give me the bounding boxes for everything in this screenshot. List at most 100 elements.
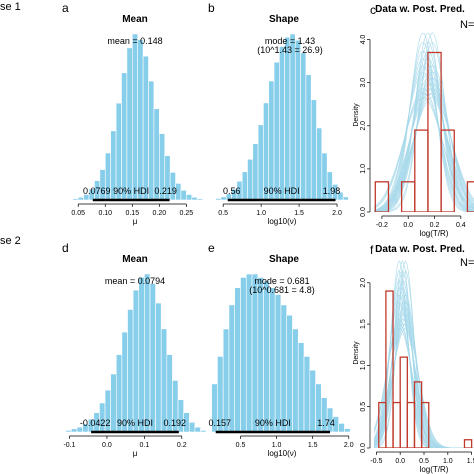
ytick-label-f-1: 0.5 (360, 402, 367, 412)
pred-curve-c-21 (374, 83, 474, 212)
data-bar-f-3 (399, 356, 408, 448)
xtick-label-a-3: 0.20 (153, 210, 167, 217)
bar-a-13 (142, 55, 149, 201)
pred-curve-c-27 (374, 92, 474, 211)
hdi-high-d: 0.192 (164, 418, 187, 428)
bar-a-11 (131, 33, 139, 201)
annotation-d: mean = 0.0794 (105, 276, 165, 286)
bar-e-12 (280, 304, 287, 433)
bar-b-24 (342, 196, 349, 201)
hdi-high-a: 0.219 (154, 186, 177, 196)
n-label-2: N= (460, 257, 474, 269)
row-label-2: se 2 (0, 235, 21, 247)
hdi-label-a: 90% HDI (113, 186, 149, 196)
bar-e-8 (257, 277, 264, 433)
xtick-label-c-1: 0.0 (403, 222, 413, 229)
bar-a-23 (196, 198, 203, 201)
hdi-low-a: 0.0769 (83, 186, 111, 196)
bar-b-5 (241, 171, 248, 201)
posterior-histogram-b: 90% HDI 0.56 1.98 mode = 1.43(10^1.43 = 26.… (215, 33, 349, 226)
bar-b-10 (268, 80, 275, 201)
bar-e-4 (234, 287, 241, 433)
bar-b-19 (316, 127, 323, 201)
bar-d-17 (160, 328, 168, 433)
data-bar-f-1 (385, 290, 394, 448)
bar-b-6 (247, 158, 254, 201)
xtick-label-a-2: 0.15 (125, 210, 139, 217)
hdi-label-d: 90% HDI (117, 418, 153, 428)
xtick-label-d-1: 0.0 (102, 442, 112, 449)
panel-letter-d: d (62, 241, 69, 255)
xtick-label-f-3: 1.0 (443, 458, 453, 465)
data-posterior-predictive-c: 0.0 1.0 2.0 3.0 4.0 Density -0.2 0.0 0.2 0.4 log(T… (353, 32, 474, 238)
bar-d-22 (188, 422, 196, 433)
data-bar-c-5 (440, 129, 455, 212)
xlabel-a: μ (133, 217, 138, 226)
bar-d-15 (149, 283, 156, 433)
data-posterior-predictive-f: 0.00.51.01.52.0Density-0.50.00.51.01.5lo… (353, 259, 474, 474)
bar-a-10 (126, 47, 133, 201)
xtick-label-e-1: 1.0 (272, 442, 282, 449)
bar-d-12 (132, 289, 140, 433)
bar-e-2 (222, 328, 230, 433)
hdi-label-b: 90% HDI (264, 186, 300, 196)
ytick-label-c-2: 2.0 (360, 121, 367, 131)
bar-d-23 (194, 426, 201, 433)
bar-b-18 (310, 99, 317, 201)
bar-e-11 (274, 294, 282, 433)
pred-curve-f-19 (374, 327, 474, 448)
hdi-high-e: 1.74 (317, 418, 335, 428)
pred-curve-c-26 (374, 71, 474, 212)
data-bar-f-6 (420, 401, 430, 448)
plot-area-c (374, 32, 474, 212)
bar-e-23 (344, 428, 351, 433)
pred-curve-f-26 (374, 301, 474, 448)
bar-e-14 (292, 328, 299, 433)
bar-d-13 (138, 276, 145, 433)
panel-title-d: Mean (122, 254, 148, 265)
pred-curve-c-6 (374, 50, 474, 212)
data-bar-f-2 (392, 401, 401, 448)
ytick-label-f-2: 1.0 (360, 360, 367, 370)
xtick-label-b-0: 0.5 (218, 210, 228, 217)
bar-b-17 (305, 74, 312, 201)
data-bar-f-12 (463, 439, 473, 448)
hdi-label-e: 90% HDI (255, 418, 291, 428)
annotation-e: mode = 0.681 (254, 276, 309, 286)
bar-d-8 (110, 373, 117, 433)
pred-curve-f-27 (374, 323, 474, 448)
bar-b-7 (252, 143, 259, 201)
bar-a-22 (191, 196, 198, 201)
bar-b-14 (289, 33, 296, 201)
bar-e-16 (303, 356, 311, 433)
bar-e-5 (240, 277, 247, 433)
hdi-low-d: -0.0422 (80, 418, 111, 428)
bar-e-22 (338, 423, 345, 433)
xtick-label-e-3: 2.0 (344, 442, 354, 449)
bar-a-20 (180, 190, 187, 201)
bar-d-0 (65, 430, 72, 433)
xlabel-e: log10(ν) (268, 449, 297, 458)
pred-curve-c-11 (374, 32, 474, 212)
data-bar-c-0 (374, 181, 390, 212)
xtick-label-a-4: 0.25 (180, 210, 194, 217)
xtick-label-f-0: -0.5 (370, 458, 382, 465)
panel-letter-f: f (370, 243, 374, 257)
xtick-label-d-3: 0.2 (177, 442, 187, 449)
bar-a-21 (186, 194, 193, 201)
xtick-label-c-0: -0.2 (376, 222, 388, 229)
bar-d-1 (71, 428, 78, 433)
bar-a-14 (148, 80, 155, 201)
panel-letter-b: b (208, 1, 215, 15)
pred-curve-c-23 (374, 65, 474, 212)
ytick-label-f-4: 2.0 (360, 278, 367, 288)
xlabel-c: log(T/R) (420, 229, 449, 238)
pred-curve-f-4 (374, 301, 474, 448)
ytick-label-c-1: 1.0 (360, 164, 367, 174)
xtick-label-e-2: 1.5 (308, 442, 318, 449)
ytick-label-f-0: 0.0 (360, 443, 367, 453)
bar-a-0 (72, 198, 79, 201)
bar-d-10 (121, 331, 128, 433)
